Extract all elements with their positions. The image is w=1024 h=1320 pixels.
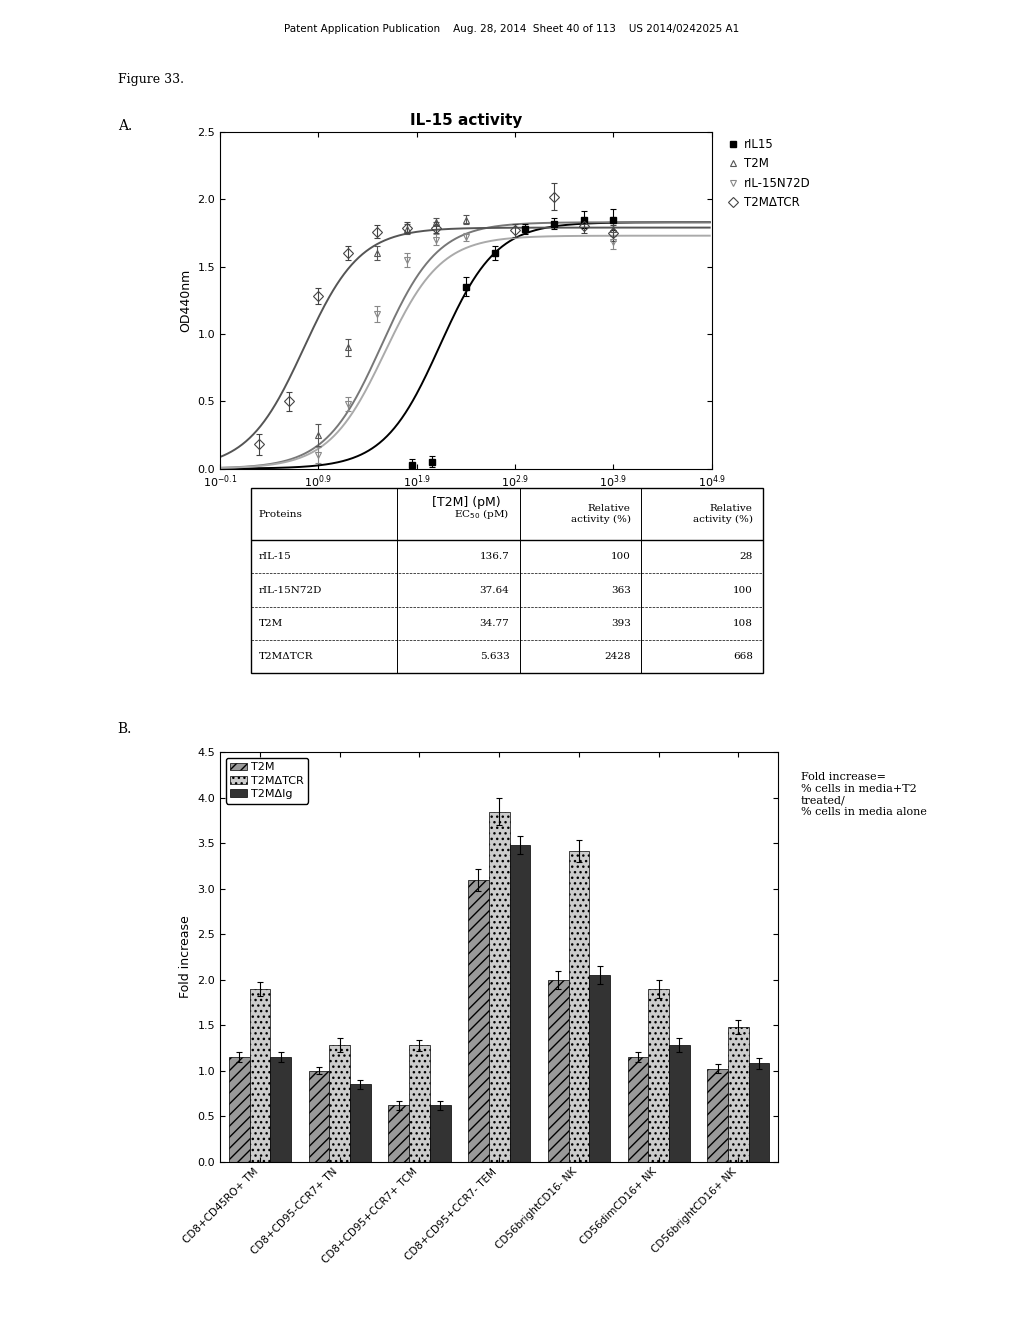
Text: 37.64: 37.64 <box>479 586 510 594</box>
Text: 136.7: 136.7 <box>479 552 510 561</box>
Text: Relative
activity (%): Relative activity (%) <box>692 504 753 524</box>
Bar <box>410 1045 430 1162</box>
Bar <box>308 1071 330 1162</box>
Bar <box>708 1069 728 1162</box>
Text: 100: 100 <box>733 586 753 594</box>
Bar <box>589 975 610 1162</box>
Text: T2M: T2M <box>258 619 283 628</box>
Text: rIL-15: rIL-15 <box>258 552 291 561</box>
Text: EC$_{50}$ (pM): EC$_{50}$ (pM) <box>455 507 510 521</box>
Bar <box>388 1105 410 1162</box>
Bar <box>568 850 589 1162</box>
Legend: rIL15, T2M, rIL-15N72D, T2MΔTCR: rIL15, T2M, rIL-15N72D, T2MΔTCR <box>727 137 811 210</box>
Bar <box>270 1057 291 1162</box>
X-axis label: [T2M] (pM): [T2M] (pM) <box>431 495 501 508</box>
Text: 2428: 2428 <box>604 652 631 661</box>
Legend: T2M, T2MΔTCR, T2MΔIg: T2M, T2MΔTCR, T2MΔIg <box>225 758 308 804</box>
Bar <box>250 989 270 1162</box>
Bar <box>548 979 568 1162</box>
Text: 5.633: 5.633 <box>479 652 510 661</box>
Text: Figure 33.: Figure 33. <box>118 73 183 86</box>
Text: Relative
activity (%): Relative activity (%) <box>570 504 631 524</box>
Bar <box>229 1057 250 1162</box>
Y-axis label: OD440nm: OD440nm <box>179 269 191 331</box>
Bar <box>350 1084 371 1162</box>
Text: T2MΔTCR: T2MΔTCR <box>258 652 313 661</box>
Text: A.: A. <box>118 119 132 133</box>
Text: 108: 108 <box>733 619 753 628</box>
Bar <box>510 845 530 1162</box>
Y-axis label: Fold increase: Fold increase <box>179 916 191 998</box>
Bar <box>669 1045 690 1162</box>
Title: IL-15 activity: IL-15 activity <box>410 114 522 128</box>
Text: 34.77: 34.77 <box>479 619 510 628</box>
Bar <box>648 989 669 1162</box>
Bar <box>628 1057 648 1162</box>
Text: 668: 668 <box>733 652 753 661</box>
Bar <box>488 812 510 1162</box>
Bar <box>749 1064 769 1162</box>
Text: Fold increase=
% cells in media+T2
treated/
% cells in media alone: Fold increase= % cells in media+T2 treat… <box>801 772 927 817</box>
Bar <box>430 1105 451 1162</box>
Bar <box>728 1027 749 1162</box>
Text: 28: 28 <box>739 552 753 561</box>
Text: 393: 393 <box>611 619 631 628</box>
Text: Proteins: Proteins <box>258 510 302 519</box>
Bar <box>330 1045 350 1162</box>
Text: 363: 363 <box>611 586 631 594</box>
Text: 100: 100 <box>611 552 631 561</box>
Bar <box>468 879 488 1162</box>
Text: B.: B. <box>118 722 132 737</box>
Text: rIL-15N72D: rIL-15N72D <box>258 586 322 594</box>
Text: Patent Application Publication    Aug. 28, 2014  Sheet 40 of 113    US 2014/0242: Patent Application Publication Aug. 28, … <box>285 24 739 34</box>
